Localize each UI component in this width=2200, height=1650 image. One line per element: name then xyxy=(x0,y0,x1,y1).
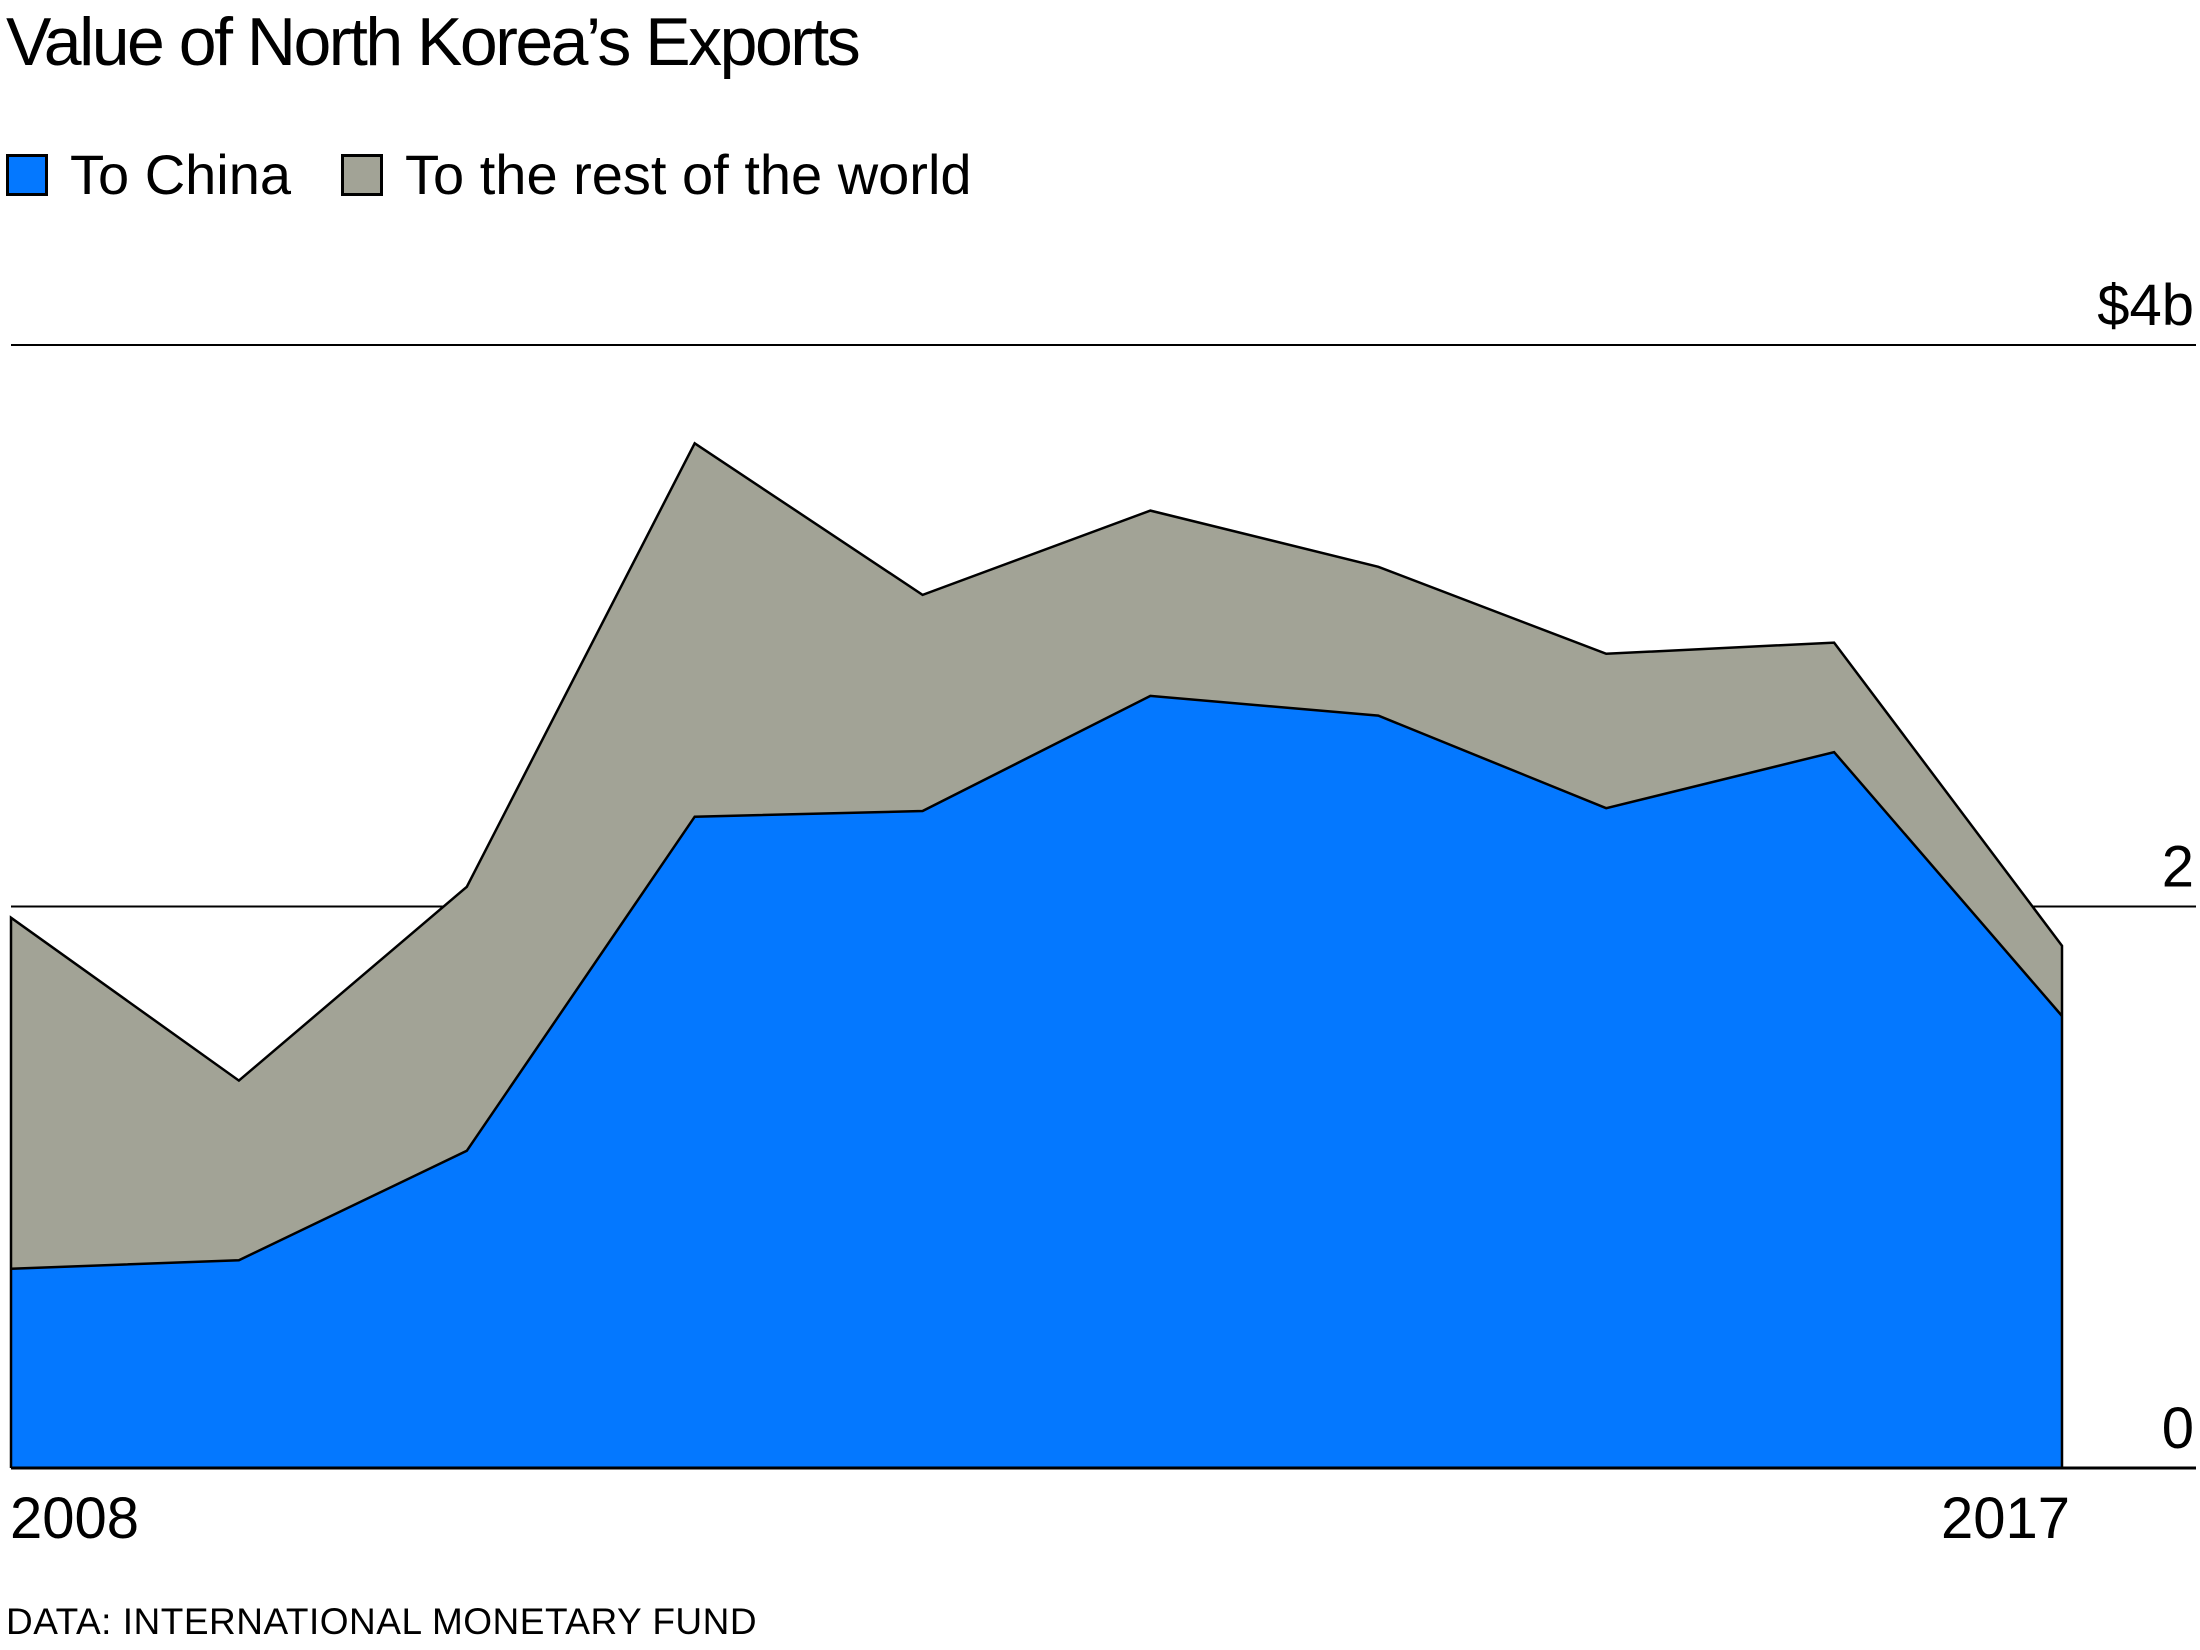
chart-title: Value of North Korea’s Exports xyxy=(6,4,861,80)
source-note: DATA: INTERNATIONAL MONETARY FUND xyxy=(6,1601,758,1642)
legend-item-china: To China xyxy=(6,140,291,210)
y-tick-label-2: 2 xyxy=(2162,835,2194,900)
x-tick-label-first: 2008 xyxy=(10,1486,139,1551)
line-china xyxy=(10,694,2063,1270)
stacked-area-chart: 0 2 $4b 2008 2017 xyxy=(9,273,2196,1551)
legend-label-rest: To the rest of the world xyxy=(405,143,972,206)
legend-item-rest: To the rest of the world xyxy=(341,140,972,210)
y-tick-label-4: $4b xyxy=(2097,273,2194,338)
area-rest-of-world xyxy=(11,443,2062,1269)
legend-swatch-rest xyxy=(341,154,384,196)
legend-label-china: To China xyxy=(70,143,292,206)
legend-swatch-china xyxy=(6,154,48,196)
legend: To China To the rest of the world xyxy=(6,140,1022,210)
line-total xyxy=(9,441,2064,1468)
y-tick-label-0: 0 xyxy=(2162,1396,2194,1461)
area-china xyxy=(11,695,2062,1468)
x-tick-label-last: 2017 xyxy=(1941,1486,2070,1551)
